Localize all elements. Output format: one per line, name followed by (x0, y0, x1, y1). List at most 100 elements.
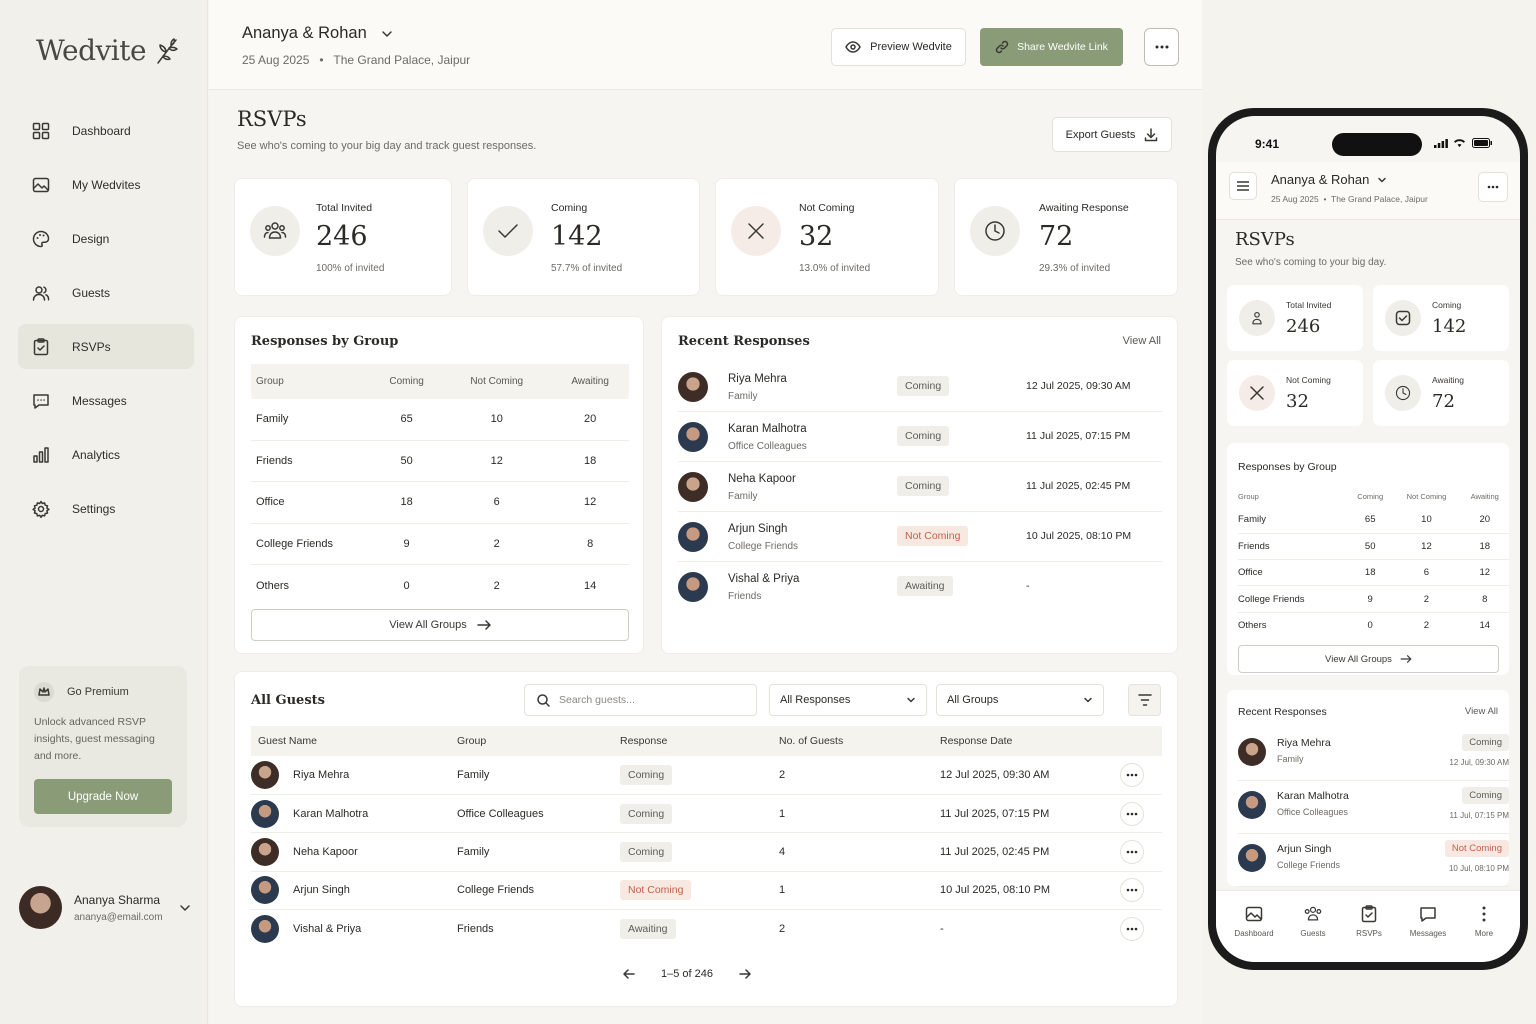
mobile-event-selector[interactable]: Ananya & Rohan (1271, 172, 1387, 187)
message-icon (1420, 907, 1436, 922)
filter-button[interactable] (1128, 684, 1161, 716)
stat-value: 246 (316, 221, 368, 252)
cell: Friends (251, 440, 371, 483)
logo[interactable]: Wedvite (36, 34, 180, 67)
list-item[interactable]: Riya Mehra Family Coming 12 Jul 2025, 09:30… (678, 362, 1162, 412)
preview-button[interactable]: Preview Wedvite (831, 28, 966, 66)
table-row[interactable]: Vishal & Priya Friends Awaiting 2 - (251, 910, 1162, 948)
table-row: Others 0 2 14 (251, 565, 629, 606)
avatar (1238, 738, 1266, 766)
sidebar-item-guests[interactable]: Guests (18, 270, 194, 315)
view-all-link[interactable]: View All (1464, 706, 1498, 717)
mobile-nav-more[interactable]: More (1459, 905, 1509, 938)
group-filter-select[interactable]: All Groups (936, 684, 1104, 716)
table-row: Others 0 2 14 (1238, 612, 1509, 638)
sidebar-item-dashboard[interactable]: Dashboard (18, 108, 194, 153)
stat-percent: 29.3% of invited (1039, 263, 1111, 274)
row-actions-button[interactable] (1120, 801, 1144, 826)
sidebar-item-label: Design (72, 231, 110, 246)
guests-table: Guest Name Group Response No. of Guests … (251, 726, 1162, 948)
sidebar-item-rsvps[interactable]: RSVPs (18, 324, 194, 369)
mobile-view-all-groups-button[interactable]: View All Groups (1238, 645, 1499, 673)
sidebar-item-messages[interactable]: Messages (18, 378, 194, 423)
cell: 8 (1460, 585, 1509, 613)
guest-group: Friends (728, 591, 762, 602)
chevron-right-icon[interactable] (739, 969, 751, 979)
event-selector[interactable]: Ananya & Rohan (242, 24, 393, 43)
row-actions-button[interactable] (1120, 839, 1144, 864)
mobile-groups-table: Group Coming Not Coming Awaiting Family 6… (1238, 485, 1509, 638)
view-all-link[interactable]: View All (1122, 335, 1161, 347)
all-guests-card: All Guests Search guests... All Response… (234, 671, 1178, 1007)
stat-card-coming: Coming 142 57.7% of invited (467, 178, 700, 296)
stat-value: 142 (551, 221, 603, 252)
status-badge: Awaiting (620, 919, 676, 939)
nav-label: More (1474, 929, 1494, 938)
list-item[interactable]: Vishal & Priya Friends Awaiting - (678, 562, 1162, 612)
stat-label: Coming (1432, 300, 1462, 310)
more-horizontal-icon (1126, 773, 1138, 777)
cell: 8 (551, 523, 629, 566)
sidebar-item-my-wedvites[interactable]: My Wedvites (18, 162, 194, 207)
guest-name: Riya Mehra (728, 373, 787, 385)
more-horizontal-icon (1126, 927, 1138, 931)
more-horizontal-icon (1487, 185, 1499, 189)
mobile-more-button[interactable] (1478, 172, 1508, 202)
list-item[interactable]: Neha Kapoor Family Coming 11 Jul 2025, 02:4… (678, 462, 1162, 512)
sidebar-item-label: Messages (72, 393, 127, 408)
actions-cell (1120, 756, 1162, 795)
cell: College Friends (251, 523, 371, 566)
select-value: All Groups (947, 694, 999, 706)
list-item[interactable]: Riya Mehra Family Coming 12 Jul, 09:30 AM (1238, 728, 1509, 781)
view-all-groups-button[interactable]: View All Groups (251, 609, 629, 641)
list-item[interactable]: Arjun Singh College Friends Not Coming 10 J… (1238, 834, 1509, 887)
mobile-recent-card: Recent Responses View All Riya Mehra Fami… (1227, 690, 1509, 887)
upgrade-button[interactable]: Upgrade Now (34, 779, 172, 814)
response-date: 12 Jul, 09:30 AM (1449, 758, 1509, 767)
table-row: Office 18 6 12 (1238, 559, 1509, 587)
user-menu[interactable]: Ananya Sharma ananya@email.com (19, 886, 191, 929)
row-actions-button[interactable] (1120, 762, 1144, 787)
cell: 65 (1348, 507, 1393, 534)
table-row[interactable]: Arjun Singh College Friends Not Coming 1 10 … (251, 871, 1162, 911)
avatar (678, 472, 708, 502)
share-link-button[interactable]: Share Wedvite Link (980, 28, 1123, 66)
status-badge: Coming (897, 376, 950, 396)
menu-button[interactable] (1229, 172, 1257, 200)
guest-name: Karan Malhotra (293, 807, 369, 820)
response-date: 12 Jul 2025, 09:30 AM (940, 756, 1120, 795)
table-row[interactable]: Riya Mehra Family Coming 2 12 Jul 2025, 09:3… (251, 756, 1162, 795)
export-guests-button[interactable]: Export Guests (1052, 117, 1172, 152)
row-actions-button[interactable] (1120, 917, 1144, 941)
battery-icon (1472, 138, 1492, 148)
mobile-nav-dashboard[interactable]: Dashboard (1229, 905, 1279, 938)
cell: Others (256, 579, 290, 592)
table-row[interactable]: Karan Malhotra Office Colleagues Coming 1 11… (251, 794, 1162, 834)
guest-name: Karan Malhotra (1277, 790, 1349, 802)
sidebar-item-analytics[interactable]: Analytics (18, 432, 194, 477)
more-options-button[interactable] (1144, 28, 1179, 66)
stat-card-total: Total Invited 246 100% of invited (234, 178, 452, 296)
search-icon (537, 693, 550, 707)
list-item[interactable]: Karan Malhotra Office Colleagues Coming 11 … (1238, 781, 1509, 834)
row-actions-button[interactable] (1120, 878, 1144, 903)
guest-name: Arjun Singh (1277, 843, 1332, 855)
mobile-page-subtitle: See who's coming to your big day. (1235, 257, 1387, 268)
list-item[interactable]: Karan Malhotra Office Colleagues Coming 11 … (678, 412, 1162, 462)
stat-card-not-coming: Not Coming 32 13.0% of invited (715, 178, 939, 296)
response-date: 11 Jul 2025, 07:15 PM (940, 794, 1120, 834)
search-input[interactable]: Search guests... (524, 684, 757, 716)
mobile-preview: 9:41 Ananya & Rohan 25 Aug 2025 • The Gr… (1208, 108, 1528, 970)
table-row[interactable]: Neha Kapoor Family Coming 4 11 Jul 2025, 02:… (251, 832, 1162, 872)
chevron-left-icon[interactable] (623, 969, 635, 979)
mobile-nav-guests[interactable]: Guests (1288, 905, 1338, 938)
avatar (251, 876, 279, 905)
check-icon (1385, 300, 1421, 336)
response-filter-select[interactable]: All Responses (769, 684, 927, 716)
sidebar-item-design[interactable]: Design (18, 216, 194, 261)
mobile-nav-rsvps[interactable]: RSVPs (1344, 905, 1394, 938)
list-item[interactable]: Arjun Singh College Friends Not Coming 10 J… (678, 512, 1162, 562)
sidebar-item-settings[interactable]: Settings (18, 486, 194, 531)
mobile-nav-messages[interactable]: Messages (1403, 905, 1453, 938)
avatar (678, 572, 708, 602)
